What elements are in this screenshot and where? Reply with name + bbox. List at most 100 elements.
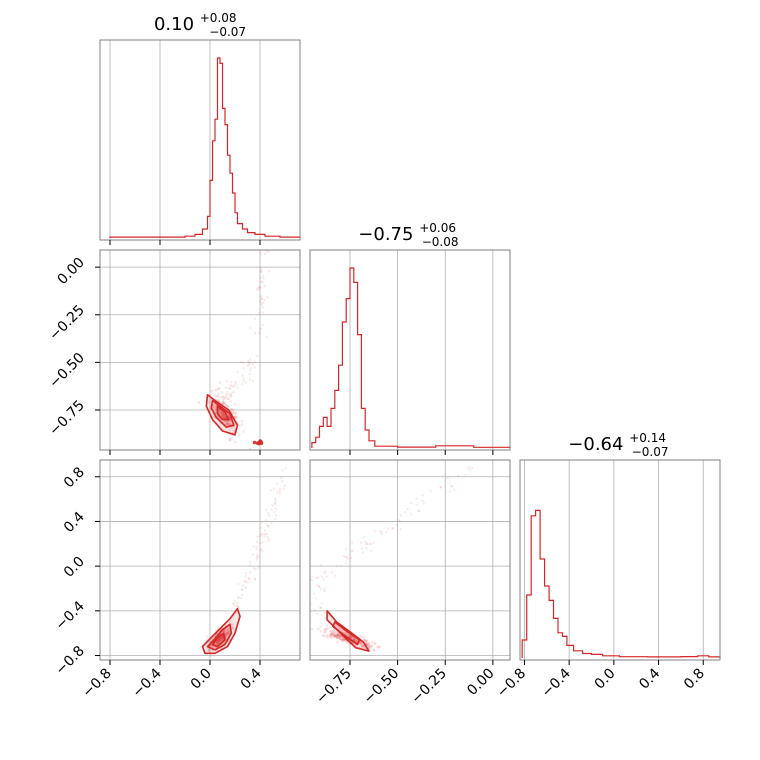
scatter-point xyxy=(259,534,262,538)
scatter-point xyxy=(274,501,277,504)
scatter-point xyxy=(422,502,425,505)
scatter-point xyxy=(240,593,244,597)
scatter-point xyxy=(236,582,240,586)
scatter-point xyxy=(229,436,232,440)
scatter-point xyxy=(351,549,354,552)
scatter-point xyxy=(217,638,220,642)
scatter-point xyxy=(353,638,356,642)
y-tick-label: 0.8 xyxy=(61,464,88,491)
scatter-point xyxy=(335,565,339,568)
scatter-point xyxy=(346,557,350,560)
scatter-point xyxy=(320,614,324,617)
scatter-point xyxy=(226,421,229,425)
scatter-point xyxy=(439,486,443,489)
scatter-point xyxy=(244,381,247,384)
scatter-point xyxy=(224,633,228,636)
scatter-point xyxy=(240,383,244,386)
scatter-point xyxy=(253,360,256,363)
scatter-point xyxy=(415,497,418,500)
scatter-point xyxy=(241,584,245,587)
x-tick-label: −0.75 xyxy=(313,666,355,708)
scatter-point xyxy=(344,632,348,635)
density-contour xyxy=(211,632,226,648)
y-tick-label: −0.50 xyxy=(46,350,88,392)
scatter-point xyxy=(265,532,269,536)
scatter-point xyxy=(365,542,368,546)
x-tick-label: 0.00 xyxy=(464,666,497,699)
scatter-point xyxy=(214,411,217,415)
scatter-point xyxy=(263,252,267,255)
scatter-point xyxy=(349,634,353,638)
scatter-point xyxy=(227,397,230,400)
scatter-point xyxy=(227,421,230,425)
scatter-point xyxy=(330,633,333,637)
scatter-point xyxy=(235,416,239,419)
scatter-point xyxy=(362,645,366,649)
scatter-point xyxy=(265,519,268,522)
scatter-point xyxy=(215,640,219,644)
scatter-point xyxy=(197,401,201,404)
scatter-point xyxy=(242,379,245,382)
scatter-point xyxy=(352,638,356,641)
scatter-point xyxy=(261,541,264,544)
histogram-param-2 xyxy=(521,509,721,658)
scatter-point xyxy=(265,335,268,339)
x-tick-label: −0.25 xyxy=(408,666,450,708)
title-param-2: −0.64 +0.14 −0.07 xyxy=(568,426,671,459)
scatter-point xyxy=(226,628,230,632)
scatter-point xyxy=(312,592,316,595)
scatter-point xyxy=(221,635,224,638)
scatter-point xyxy=(333,631,337,635)
scatter-point xyxy=(233,384,236,387)
scatter-point xyxy=(339,634,342,638)
scatter-point xyxy=(315,576,319,580)
scatter-point xyxy=(338,633,341,637)
scatter-point xyxy=(337,632,340,636)
scatter-point xyxy=(249,367,252,370)
scatter-point xyxy=(212,406,215,410)
scatter-point xyxy=(319,630,323,633)
scatter-point xyxy=(256,288,260,291)
scatter-point xyxy=(258,542,262,545)
scatter-point xyxy=(325,636,329,639)
scatter-point xyxy=(410,513,413,516)
scatter-point xyxy=(260,547,263,551)
scatter-point xyxy=(242,377,246,380)
scatter-point xyxy=(352,637,355,641)
scatter-point xyxy=(255,558,258,561)
scatter-point xyxy=(336,636,339,639)
scatter-point xyxy=(384,530,388,534)
scatter-point xyxy=(230,408,233,411)
scatter-point xyxy=(257,285,260,289)
x-tick-label: −0.50 xyxy=(361,666,403,708)
scatter-point xyxy=(232,602,235,605)
title-param-1-plus: +0.06 xyxy=(419,221,456,235)
scatter-point xyxy=(325,623,329,627)
scatter-point xyxy=(228,439,232,442)
scatter-point xyxy=(215,640,218,644)
scatter-point xyxy=(261,550,264,553)
scatter-point xyxy=(226,630,229,634)
scatter-point xyxy=(319,564,322,567)
scatter-point xyxy=(220,413,224,416)
scatter-point xyxy=(218,637,222,640)
scatter-point xyxy=(233,599,236,603)
scatter-point xyxy=(220,636,224,640)
scatter-point xyxy=(242,430,246,433)
scatter-point xyxy=(221,401,224,404)
density-contour xyxy=(332,621,361,646)
scatter-point xyxy=(230,394,233,398)
scatter-point xyxy=(257,555,260,558)
scatter-point xyxy=(273,502,276,506)
scatter-point xyxy=(226,631,229,634)
scatter-point xyxy=(369,549,373,552)
scatter-point xyxy=(207,648,211,651)
scatter-point xyxy=(471,466,474,470)
scatter-point xyxy=(213,405,216,409)
scatter-point xyxy=(240,588,244,591)
scatter-point xyxy=(216,639,220,642)
scatter-point xyxy=(257,441,261,446)
scatter-point xyxy=(222,402,225,406)
scatter-point xyxy=(324,570,327,573)
